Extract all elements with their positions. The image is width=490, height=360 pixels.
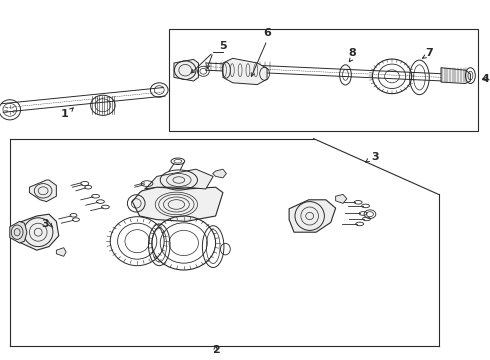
Text: 4: 4: [481, 74, 489, 84]
Text: 2: 2: [212, 345, 220, 355]
Polygon shape: [441, 68, 470, 84]
Text: 1: 1: [61, 109, 69, 120]
Polygon shape: [56, 248, 66, 256]
Text: 5: 5: [219, 41, 227, 51]
Text: 3: 3: [371, 152, 379, 162]
Polygon shape: [213, 169, 226, 178]
Polygon shape: [336, 194, 347, 203]
Polygon shape: [223, 58, 267, 85]
Text: 3: 3: [41, 219, 49, 229]
Text: 7: 7: [425, 48, 433, 58]
Polygon shape: [10, 221, 27, 243]
Bar: [169, 29, 478, 131]
Polygon shape: [132, 187, 223, 221]
Polygon shape: [289, 200, 336, 232]
Polygon shape: [29, 180, 56, 202]
Text: 8: 8: [348, 48, 356, 58]
Polygon shape: [17, 214, 59, 250]
Text: 6: 6: [263, 28, 271, 38]
Polygon shape: [174, 59, 198, 81]
Polygon shape: [145, 169, 213, 189]
